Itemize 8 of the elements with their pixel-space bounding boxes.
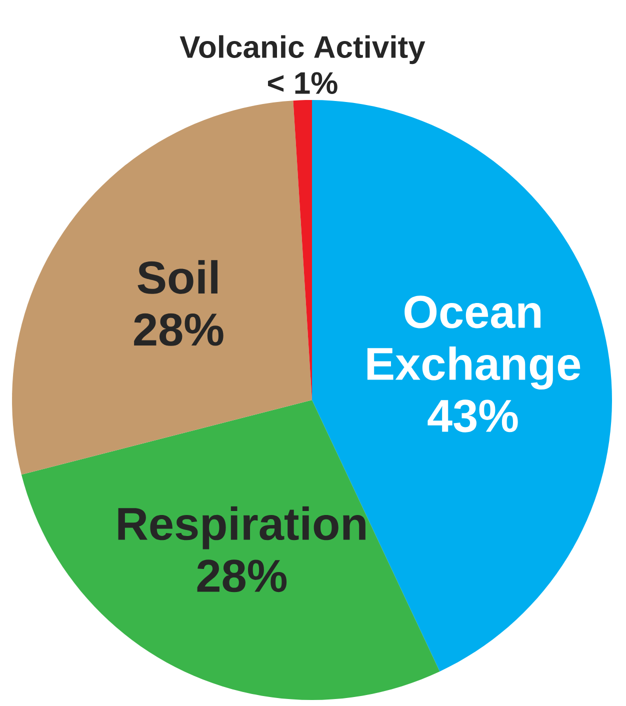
slice-label: Respiration — [118, 506, 366, 550]
slice-label: Soil — [138, 260, 218, 294]
slice-label: Ocean Exchange — [367, 296, 580, 390]
data-label: 28% — [197, 560, 286, 592]
data-label: < 1% — [268, 72, 338, 94]
slice-label: Volcanic Activity — [180, 35, 425, 64]
data-label: 28% — [134, 313, 224, 346]
data-label: 43% — [428, 400, 518, 432]
